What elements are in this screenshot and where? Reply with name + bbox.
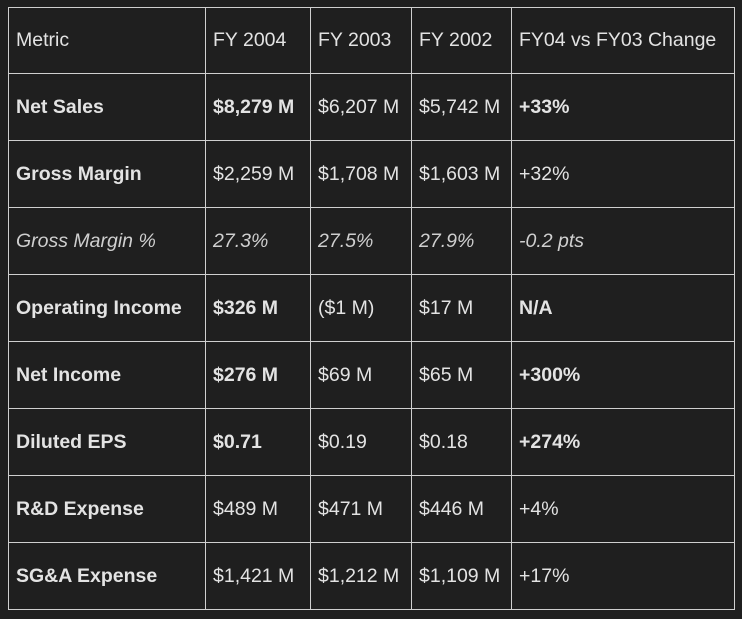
header-metric: Metric [8, 7, 206, 74]
table-row: Gross Margin $2,259 M $1,708 M $1,603 M … [8, 140, 735, 208]
fy2002-cell: $1,603 M [411, 140, 512, 208]
table-row: Operating Income $326 M ($1 M) $17 M N/A [8, 274, 735, 342]
metric-cell: R&D Expense [8, 475, 206, 543]
change-cell: +274% [511, 408, 735, 476]
change-cell: +17% [511, 542, 735, 610]
metric-cell: Gross Margin % [8, 207, 206, 275]
metric-cell: Net Sales [8, 73, 206, 141]
fy2003-cell: $0.19 [310, 408, 412, 476]
change-cell: -0.2 pts [511, 207, 735, 275]
metric-cell: Diluted EPS [8, 408, 206, 476]
metric-cell: Operating Income [8, 274, 206, 342]
fy2002-cell: $5,742 M [411, 73, 512, 141]
metric-cell: SG&A Expense [8, 542, 206, 610]
fy2004-cell: $0.71 [205, 408, 311, 476]
change-cell: N/A [511, 274, 735, 342]
fy2004-cell: 27.3% [205, 207, 311, 275]
fy2003-cell: 27.5% [310, 207, 412, 275]
change-cell: +300% [511, 341, 735, 409]
table-header: Metric FY 2004 FY 2003 FY 2002 FY04 vs F… [8, 7, 735, 74]
fy2002-cell: $446 M [411, 475, 512, 543]
fy2002-cell: $0.18 [411, 408, 512, 476]
fy2004-cell: $2,259 M [205, 140, 311, 208]
fy2003-cell: $6,207 M [310, 73, 412, 141]
header-fy2004: FY 2004 [205, 7, 311, 74]
table-row: SG&A Expense $1,421 M $1,212 M $1,109 M … [8, 542, 735, 610]
table-body: Net Sales $8,279 M $6,207 M $5,742 M +33… [8, 73, 735, 610]
change-cell: +4% [511, 475, 735, 543]
header-row: Metric FY 2004 FY 2003 FY 2002 FY04 vs F… [8, 7, 735, 74]
fy2004-cell: $8,279 M [205, 73, 311, 141]
fy2004-cell: $276 M [205, 341, 311, 409]
change-cell: +32% [511, 140, 735, 208]
fy2004-cell: $489 M [205, 475, 311, 543]
fy2003-cell: $471 M [310, 475, 412, 543]
fy2003-cell: ($1 M) [310, 274, 412, 342]
change-cell: +33% [511, 73, 735, 141]
financial-metrics-table: Metric FY 2004 FY 2003 FY 2002 FY04 vs F… [8, 7, 735, 610]
table-row: Net Income $276 M $69 M $65 M +300% [8, 341, 735, 409]
fy2002-cell: $1,109 M [411, 542, 512, 610]
fy2004-cell: $1,421 M [205, 542, 311, 610]
metric-cell: Net Income [8, 341, 206, 409]
fy2002-cell: $17 M [411, 274, 512, 342]
header-fy2002: FY 2002 [411, 7, 512, 74]
fy2003-cell: $1,212 M [310, 542, 412, 610]
header-change: FY04 vs FY03 Change [511, 7, 735, 74]
table-row: Gross Margin % 27.3% 27.5% 27.9% -0.2 pt… [8, 207, 735, 275]
fy2003-cell: $1,708 M [310, 140, 412, 208]
fy2004-cell: $326 M [205, 274, 311, 342]
metric-cell: Gross Margin [8, 140, 206, 208]
fy2002-cell: 27.9% [411, 207, 512, 275]
fy2003-cell: $69 M [310, 341, 412, 409]
header-fy2003: FY 2003 [310, 7, 412, 74]
table-row: R&D Expense $489 M $471 M $446 M +4% [8, 475, 735, 543]
fy2002-cell: $65 M [411, 341, 512, 409]
table-row: Net Sales $8,279 M $6,207 M $5,742 M +33… [8, 73, 735, 141]
table-row: Diluted EPS $0.71 $0.19 $0.18 +274% [8, 408, 735, 476]
